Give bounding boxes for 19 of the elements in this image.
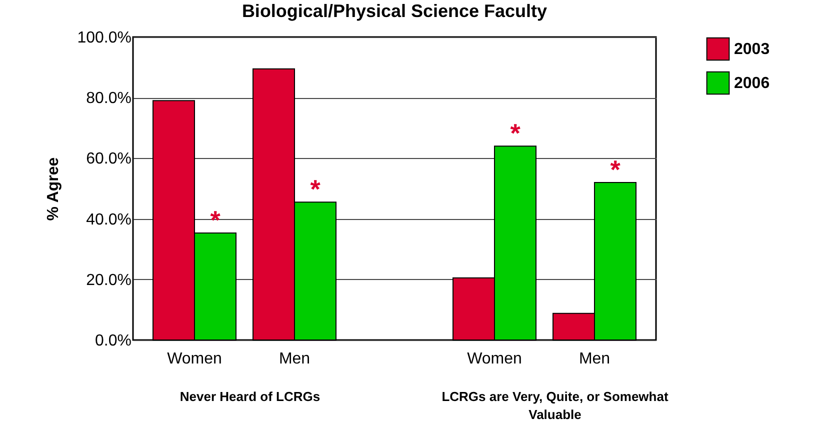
text: Never Heard of LCRGs <box>178 388 322 406</box>
data-label: * <box>510 118 522 148</box>
x-tick-label: Men <box>278 350 310 368</box>
y-tick-label: 100.0% <box>77 30 132 46</box>
data-label: * <box>610 154 622 184</box>
y-tick-label: 0.0% <box>95 332 132 350</box>
y-tick-label: 60.0% <box>86 150 132 168</box>
x-tick-label: Women <box>467 350 522 368</box>
legend-label: 2003 <box>734 41 770 58</box>
y-axis-title: % Agree <box>45 157 62 221</box>
chart-title: Biological/Physical Science Faculty <box>242 1 548 21</box>
y-tick-label: 20.0% <box>86 272 132 289</box>
legend-label: 2006 <box>734 75 770 92</box>
data-label: * <box>310 174 322 204</box>
x-tick-label: Men <box>578 350 610 368</box>
text: LCRGs are Very, Quite, or Somewhat Valuable <box>440 388 670 424</box>
x-tick-label: Women <box>167 350 222 368</box>
y-tick-label: 80.0% <box>86 90 132 108</box>
y-tick-label: 40.0% <box>86 211 132 228</box>
